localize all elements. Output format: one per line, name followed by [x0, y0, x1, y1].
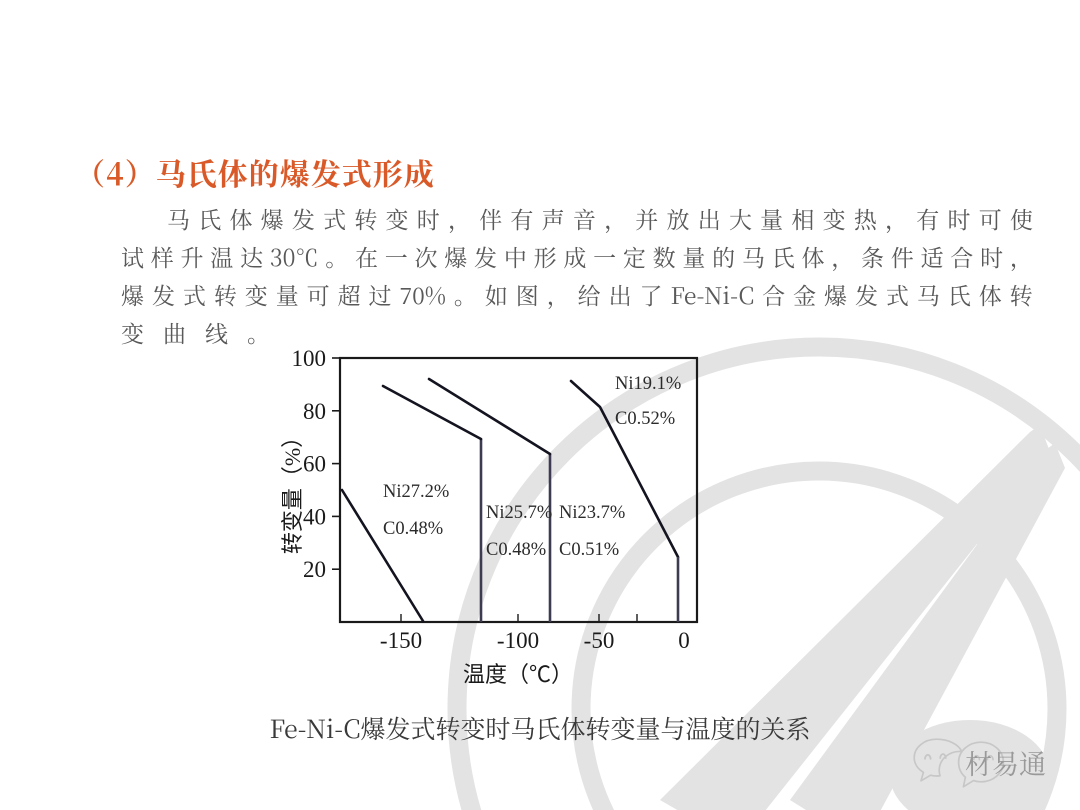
svg-text:材易通: 材易通 — [965, 743, 1046, 782]
